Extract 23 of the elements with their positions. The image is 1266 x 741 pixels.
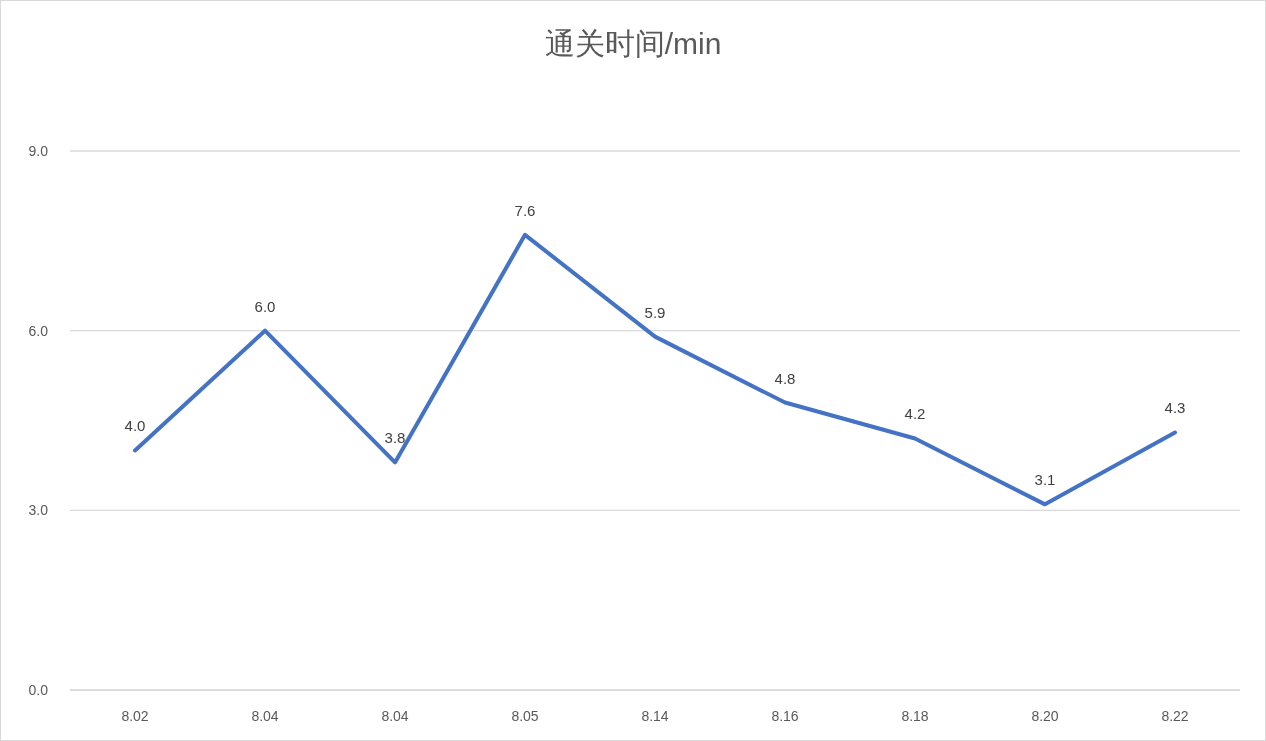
x-tick-label: 8.22 <box>1161 708 1189 724</box>
data-label: 4.2 <box>904 405 926 423</box>
data-label: 6.0 <box>254 297 276 315</box>
y-tick-label: 9.0 <box>28 143 49 159</box>
data-label: 4.3 <box>1164 399 1186 417</box>
x-tick-label: 8.04 <box>381 708 409 724</box>
x-tick-label: 8.18 <box>901 708 929 724</box>
x-tick-label: 8.05 <box>511 708 539 724</box>
x-tick-label: 8.04 <box>251 708 279 724</box>
chart-title: 通关时间/min <box>544 27 722 60</box>
y-tick-label: 6.0 <box>28 322 49 339</box>
x-tick-label: 8.14 <box>641 708 669 724</box>
y-tick-label: 0.0 <box>28 682 49 698</box>
x-tick-label: 8.20 <box>1031 708 1059 724</box>
x-tick-label: 8.02 <box>121 708 149 724</box>
data-label: 4.8 <box>774 369 796 387</box>
y-tick-label: 3.0 <box>28 502 49 519</box>
data-label: 3.1 <box>1034 471 1056 489</box>
data-label: 7.6 <box>514 201 536 219</box>
data-label: 5.9 <box>644 303 666 321</box>
data-label: 3.8 <box>384 429 406 447</box>
x-tick-label: 8.16 <box>771 708 799 724</box>
data-label: 4.0 <box>124 417 146 435</box>
